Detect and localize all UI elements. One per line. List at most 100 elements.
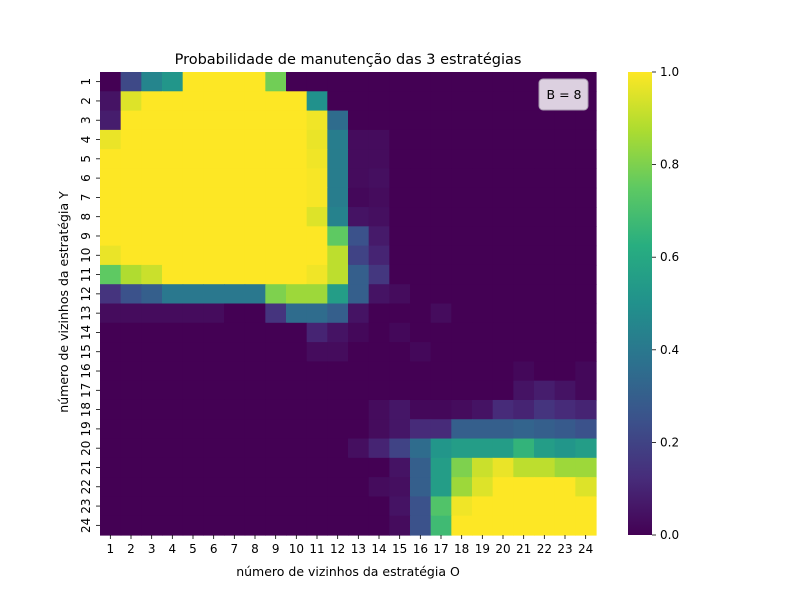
heatmap-cell [162, 361, 184, 382]
heatmap-cell [203, 380, 225, 401]
heatmap-cell [182, 168, 204, 189]
heatmap-cell [492, 477, 514, 498]
heatmap-cell [286, 322, 308, 343]
heatmap-cell [100, 342, 122, 362]
heatmap-cell [430, 264, 452, 285]
heatmap-cell [306, 226, 328, 247]
heatmap-cell [265, 129, 287, 150]
heatmap-cell [575, 477, 597, 498]
heatmap-cell [348, 380, 370, 401]
heatmap-cell [472, 284, 494, 305]
heatmap-cell [265, 438, 287, 459]
heatmap-cell [492, 149, 514, 170]
heatmap-cell [513, 168, 535, 189]
heatmap-cell [224, 438, 246, 459]
heatmap-cell [492, 457, 514, 478]
heatmap-cell [182, 91, 204, 112]
heatmap-cell [534, 264, 556, 285]
heatmap-cell [410, 322, 432, 343]
heatmap-cell [182, 477, 204, 498]
heatmap-cell [120, 187, 142, 208]
heatmap-cell [306, 284, 328, 305]
heatmap-cell [141, 342, 163, 362]
heatmap-cell [430, 226, 452, 247]
heatmap-cell [244, 477, 266, 498]
colorbar-tick-label: 1.0 [660, 65, 679, 79]
x-tick-label: 7 [231, 542, 239, 556]
heatmap-cell [513, 322, 535, 343]
heatmap-cell [534, 168, 556, 189]
heatmap-cell [451, 399, 473, 420]
heatmap-cell [286, 245, 308, 266]
heatmap-cell [203, 149, 225, 170]
heatmap-cell [182, 187, 204, 208]
heatmap-cell [203, 129, 225, 150]
heatmap-cell [472, 245, 494, 266]
heatmap-cell [451, 149, 473, 170]
y-tick-label: 12 [79, 286, 93, 301]
heatmap-cell [286, 226, 308, 247]
heatmap-cell [224, 322, 246, 343]
heatmap-cell [306, 245, 328, 266]
heatmap-cell [575, 245, 597, 266]
heatmap-cell [100, 264, 122, 285]
heatmap-cell [265, 303, 287, 324]
heatmap-cell [348, 207, 370, 227]
heatmap-cell [327, 380, 349, 401]
heatmap-cell [162, 515, 184, 536]
heatmap-cell [182, 264, 204, 285]
x-tick-label: 21 [516, 542, 531, 556]
heatmap-cell [203, 361, 225, 382]
x-tick-label: 12 [330, 542, 345, 556]
heatmap-cell [182, 303, 204, 324]
heatmap-cell [492, 91, 514, 112]
heatmap-cell [203, 477, 225, 498]
heatmap-cell [513, 284, 535, 305]
heatmap-cell [368, 207, 390, 227]
heatmap-cell [244, 303, 266, 324]
heatmap-cell [430, 129, 452, 150]
heatmap-cell [162, 226, 184, 247]
heatmap-cell [368, 438, 390, 459]
heatmap-cell [430, 284, 452, 305]
heatmap-cell [575, 419, 597, 440]
heatmap-cell [492, 515, 514, 536]
heatmap-cell [472, 91, 494, 112]
heatmap-cell [554, 226, 576, 247]
heatmap-cell [203, 515, 225, 536]
heatmap-cell [389, 72, 411, 92]
heatmap-cell [575, 187, 597, 208]
heatmap-cell [327, 438, 349, 459]
heatmap-cell [348, 457, 370, 478]
heatmap-cell [389, 226, 411, 247]
heatmap-cell [348, 284, 370, 305]
heatmap-cell [224, 380, 246, 401]
y-tick-label: 20 [79, 441, 93, 456]
y-tick-label: 9 [79, 232, 93, 240]
heatmap-cell [141, 207, 163, 227]
heatmap-cell [451, 245, 473, 266]
heatmap-cell [182, 399, 204, 420]
heatmap-cell [306, 303, 328, 324]
heatmap-cell [162, 380, 184, 401]
heatmap-cell [554, 149, 576, 170]
heatmap-cell [203, 168, 225, 189]
colorbar: 0.0 0.2 0.4 0.6 0.8 1.0 [628, 65, 679, 542]
x-tick-label: 1 [107, 542, 115, 556]
heatmap-cell [554, 322, 576, 343]
heatmap-cell [120, 419, 142, 440]
heatmap-cell [306, 129, 328, 150]
x-tick-label: 20 [495, 542, 510, 556]
heatmap-cell [244, 361, 266, 382]
heatmap-cell [430, 361, 452, 382]
heatmap-cell [410, 438, 432, 459]
heatmap-cell [141, 168, 163, 189]
heatmap-cell [492, 110, 514, 131]
heatmap-cell [203, 72, 225, 92]
heatmap-cell [410, 129, 432, 150]
heatmap-cell [100, 284, 122, 305]
heatmap-cell [182, 496, 204, 517]
heatmap-cell [492, 322, 514, 343]
heatmap-cell [451, 110, 473, 131]
heatmap-cell [575, 342, 597, 362]
